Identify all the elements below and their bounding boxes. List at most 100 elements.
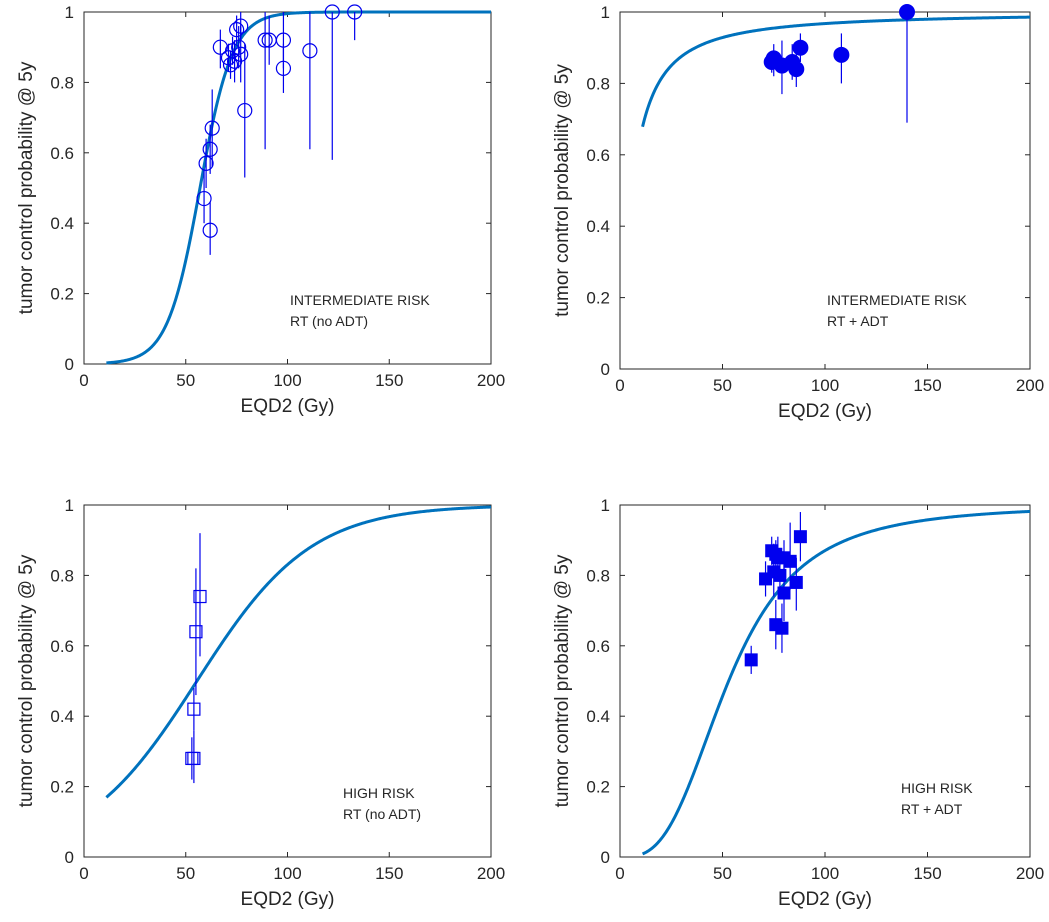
x-tick-label: 50 <box>713 864 732 883</box>
data-point <box>744 653 758 667</box>
y-tick-label: 0.8 <box>586 74 610 93</box>
y-tick-label: 0.8 <box>50 73 74 92</box>
x-tick-label: 150 <box>375 371 403 390</box>
data-point <box>792 39 809 56</box>
y-tick-label: 0.2 <box>586 778 610 797</box>
panel-annotation: HIGH RISK <box>343 785 415 801</box>
data-point <box>187 751 201 766</box>
panel-annotation: RT + ADT <box>901 801 963 817</box>
data-point <box>833 46 850 63</box>
data-point <box>233 46 249 62</box>
y-tick-label: 1 <box>601 496 610 515</box>
x-tick-label: 0 <box>615 376 624 395</box>
x-tick-label: 0 <box>79 864 88 883</box>
panel-annotation: RT (no ADT) <box>343 806 421 822</box>
x-axis-label: EQD2 (Gy) <box>778 889 872 910</box>
data-point <box>773 568 787 582</box>
y-tick-label: 0 <box>65 355 74 374</box>
panel-high-risk-rt-no-adt: 0 50 100 150 200 0 0.2 0.4 0.6 0.8 1 EQD2 (Gy) tumor… <box>16 496 505 910</box>
y-tick-label: 0.6 <box>50 637 74 656</box>
data-point <box>237 102 253 119</box>
axes-box <box>83 504 492 858</box>
panel-annotation: HIGH RISK <box>901 780 973 796</box>
x-tick-label: 0 <box>615 864 624 883</box>
y-tick-label: 0 <box>65 848 74 867</box>
x-tick-label: 200 <box>477 864 505 883</box>
data-point <box>196 190 212 207</box>
y-tick-label: 0.4 <box>50 707 74 726</box>
y-tick-label: 0.2 <box>50 778 74 797</box>
x-tick-label: 50 <box>713 376 732 395</box>
data-point <box>202 141 218 157</box>
axes-box <box>83 11 492 365</box>
data-point <box>275 60 292 76</box>
y-tick-label: 0 <box>601 848 610 867</box>
axes-box <box>619 11 1031 370</box>
data-point <box>783 554 797 568</box>
x-axis-label: EQD2 (Gy) <box>241 396 335 417</box>
data-point <box>302 43 318 59</box>
panel-annotation: RT (no ADT) <box>290 313 368 329</box>
y-axis-label: tumor control probability @ 5y <box>16 554 37 807</box>
data-point <box>788 61 805 78</box>
x-tick-label: 100 <box>811 376 839 395</box>
y-tick-label: 1 <box>601 3 610 22</box>
data-point <box>324 4 340 20</box>
data-point <box>789 575 803 589</box>
x-tick-label: 150 <box>913 376 941 395</box>
x-tick-label: 200 <box>477 371 505 390</box>
panel-annotation: INTERMEDIATE RISK <box>827 292 967 308</box>
x-tick-label: 50 <box>176 371 195 390</box>
y-tick-label: 0.6 <box>586 637 610 656</box>
panel-annotation: INTERMEDIATE RISK <box>290 292 430 308</box>
data-point <box>777 586 791 600</box>
y-tick-label: 0 <box>601 360 610 379</box>
x-tick-label: 100 <box>273 371 301 390</box>
data-point <box>793 530 807 544</box>
data-point <box>257 32 273 48</box>
x-tick-label: 0 <box>79 371 88 390</box>
data-point <box>229 22 245 38</box>
x-tick-label: 200 <box>1016 376 1044 395</box>
fit-curve <box>105 505 492 799</box>
y-axis-label: tumor control probability @ 5y <box>552 554 573 807</box>
x-tick-label: 150 <box>375 864 403 883</box>
x-tick-label: 50 <box>176 864 195 883</box>
data-point <box>198 155 214 171</box>
data-point <box>775 621 789 635</box>
x-tick-label: 100 <box>811 864 839 883</box>
data-point <box>193 589 207 604</box>
data-point <box>347 4 363 20</box>
data-point <box>204 120 220 136</box>
y-tick-label: 1 <box>65 496 74 515</box>
y-tick-label: 0.2 <box>586 289 610 308</box>
y-tick-label: 0.8 <box>586 566 610 585</box>
y-tick-label: 0.2 <box>50 285 74 304</box>
x-axis-label: EQD2 (Gy) <box>241 889 335 910</box>
y-axis-label: tumor control probability @ 5y <box>16 61 37 314</box>
x-tick-label: 150 <box>913 864 941 883</box>
y-tick-label: 0.6 <box>50 144 74 163</box>
data-point <box>231 39 247 55</box>
data-point <box>187 702 201 716</box>
data-point <box>899 4 915 20</box>
data-point <box>212 39 228 55</box>
panel-high-risk-rt-adt: 0 50 100 150 200 0 0.2 0.4 0.6 0.8 1 EQD2 (Gy) tumor… <box>552 496 1044 910</box>
y-tick-label: 0.6 <box>586 146 610 165</box>
y-tick-label: 1 <box>65 3 74 22</box>
x-tick-label: 100 <box>273 864 301 883</box>
fit-curve <box>106 10 491 365</box>
data-point <box>189 625 203 639</box>
y-axis-label: tumor control probability @ 5y <box>552 64 573 317</box>
panel-intermediate-risk-rt-adt: 0 50 100 150 200 0 0.2 0.4 0.6 0.8 1 EQD2 (Gy) tumor… <box>552 3 1044 422</box>
x-tick-label: 200 <box>1016 864 1044 883</box>
panel-annotation: RT + ADT <box>827 313 889 329</box>
y-tick-label: 0.4 <box>50 214 74 233</box>
y-tick-label: 0.4 <box>586 707 610 726</box>
fit-curve <box>641 509 1031 856</box>
y-tick-label: 0.8 <box>50 566 74 585</box>
panel-intermediate-risk-rt-no-adt: 0 50 100 150 200 0 0.2 0.4 0.6 0.8 1 EQD2 (Gy) tumor… <box>16 3 505 417</box>
x-axis-label: EQD2 (Gy) <box>778 401 872 422</box>
fit-curve <box>641 15 1031 128</box>
